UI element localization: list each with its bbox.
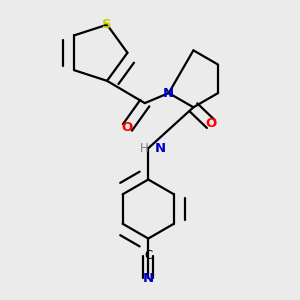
Text: N: N: [154, 142, 166, 155]
Text: S: S: [102, 18, 112, 31]
Text: O: O: [122, 121, 133, 134]
Text: N: N: [143, 272, 154, 285]
Text: H: H: [140, 142, 148, 155]
Text: O: O: [205, 118, 216, 130]
Text: C: C: [144, 249, 152, 262]
Text: N: N: [163, 87, 174, 100]
